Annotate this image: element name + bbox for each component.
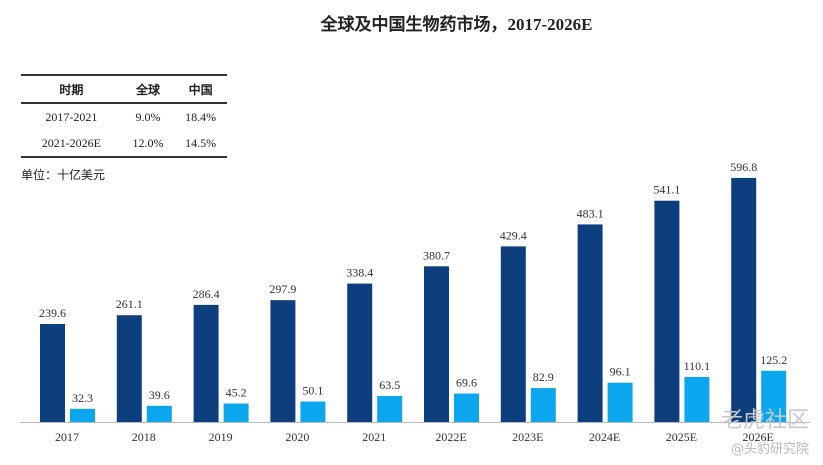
x-tick-label: 2020 [285,430,309,444]
unit-label: 单位：十亿美元 [21,168,106,182]
data-label: 596.8 [730,160,757,174]
data-label: 261.1 [116,297,143,311]
bar-global [500,246,526,422]
bar-global [193,304,219,422]
data-label: 541.1 [653,183,680,197]
data-label: 297.9 [269,282,296,296]
x-tick-label: 2022E [435,430,466,444]
bar-global [577,224,603,422]
x-tick-label: 2019 [209,430,233,444]
cell: 12.0% [132,135,164,150]
x-tick-label: 2024E [589,430,620,444]
data-label: 82.9 [533,370,554,384]
data-label: 429.4 [500,228,527,242]
bar-china [530,388,556,422]
x-tick-label: 2026E [743,430,774,444]
cell: 2021-2026E [41,135,102,150]
bar-china [761,370,787,422]
bar-china [377,396,403,422]
bar-global [347,283,373,422]
data-label: 63.5 [379,378,400,392]
header-global: 全球 [136,82,161,97]
data-label: 286.4 [193,287,220,301]
bar-global [40,324,65,422]
data-label: 96.1 [610,365,631,379]
bar-china [454,393,479,422]
bar-china [607,382,633,422]
header-china: 中国 [188,82,213,97]
cell: 18.4% [185,109,217,124]
table-row: 2017-2021 9.0% 18.4% [21,103,227,130]
watermark-sub: @头豹研究院 [730,442,809,457]
data-label: 239.6 [39,306,66,320]
cagr-table: 时期 全球 中国 2017-2021 9.0% 18.4% 2021-2026E… [21,74,227,158]
data-label: 69.6 [456,376,477,390]
bar-global [424,266,449,422]
data-label: 125.2 [760,353,787,367]
bar-china [223,403,249,422]
data-label: 45.2 [226,386,247,400]
bar-global [731,177,757,422]
bar-global [654,200,680,422]
x-tick-label: 2023E [512,430,543,444]
bar-global [270,300,296,422]
bar-china [300,401,326,422]
x-tick-label: 2017 [55,430,79,444]
cell: 9.0% [135,109,161,124]
chart-title: 全球及中国生物药市场，2017-2026E [320,15,593,34]
bar-global [116,315,142,422]
data-label: 32.3 [72,391,93,405]
data-label: 110.1 [684,359,711,373]
data-label: 380.7 [423,248,450,262]
data-label: 50.1 [302,384,323,398]
bar-china [146,405,172,422]
bar-china [70,408,95,422]
x-tick-label: 2021 [362,430,386,444]
cell: 14.5% [185,135,217,150]
cell: 2017-2021 [45,109,98,124]
bar-china [684,376,710,422]
data-label: 483.1 [577,206,604,220]
data-label: 338.4 [346,266,373,280]
table-row: 2021-2026E 12.0% 14.5% [21,130,227,157]
x-tick-label: 2025E [666,430,697,444]
x-tick-label: 2018 [132,430,156,444]
watermark-logo: 老虎社区 [720,408,809,433]
header-period: 时期 [59,82,84,97]
data-label: 39.6 [149,388,170,402]
